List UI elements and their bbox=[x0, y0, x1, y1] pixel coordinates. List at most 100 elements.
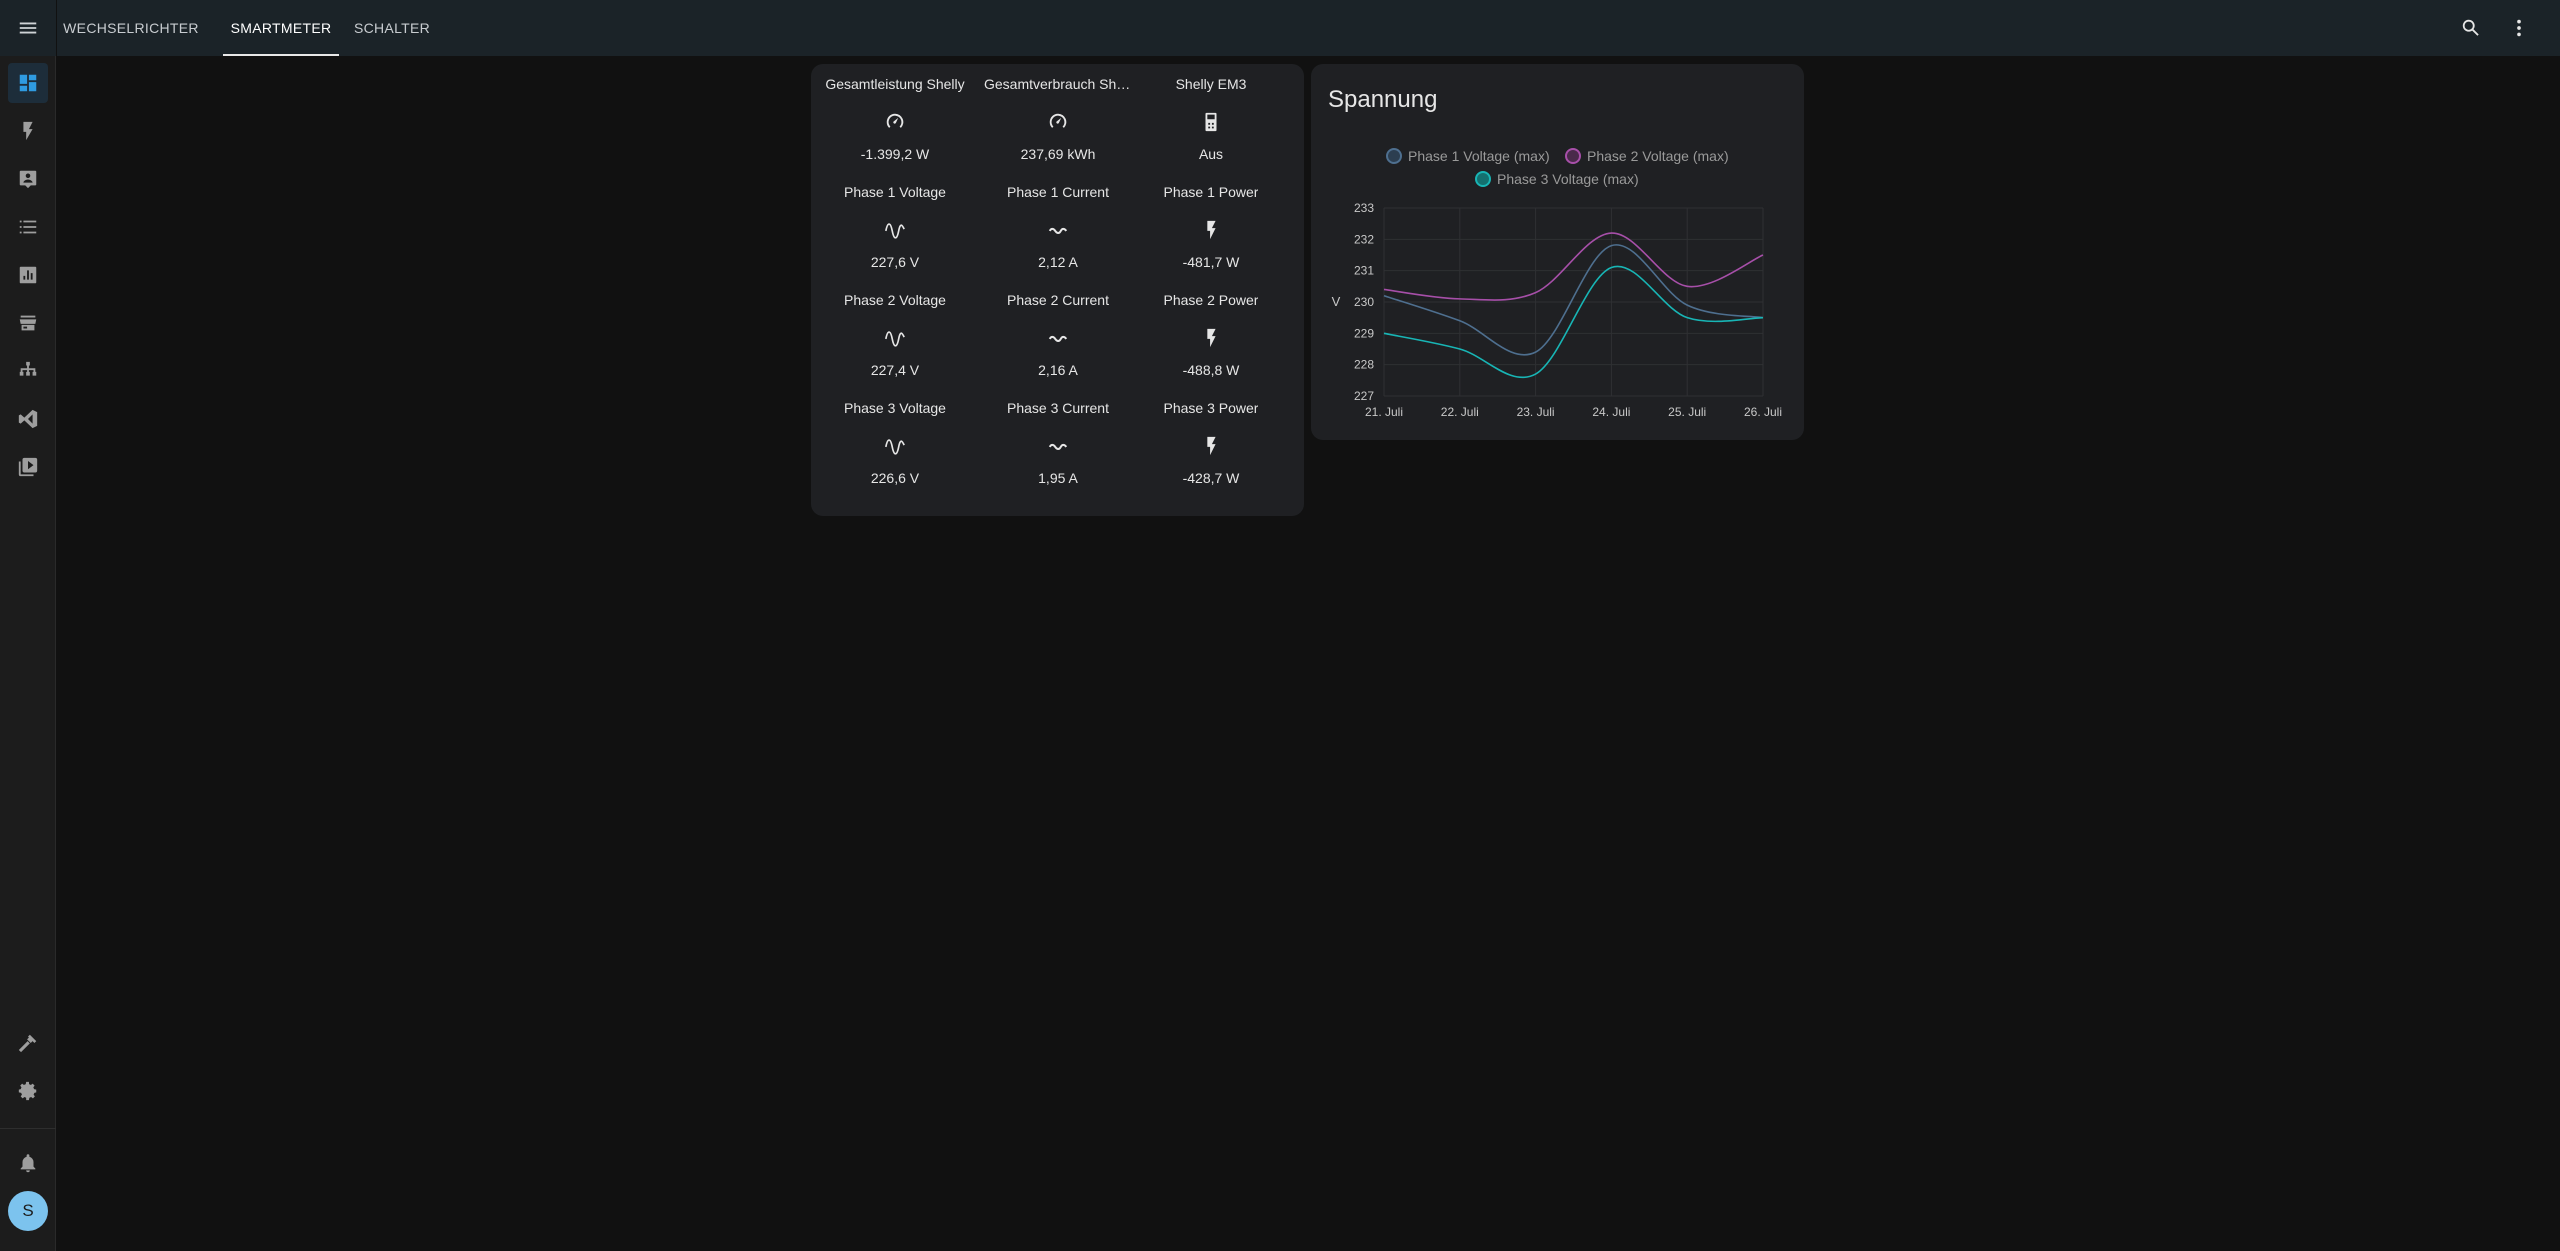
series-line-phase2 bbox=[1383, 232, 1764, 301]
entity-name: Phase 1 Current bbox=[1007, 184, 1109, 200]
y-tick-label: 229 bbox=[1354, 326, 1374, 340]
glance-entity[interactable]: Phase 1 Power -481,7 W bbox=[1134, 172, 1288, 280]
entity-name: Phase 2 Power bbox=[1163, 292, 1259, 308]
top-app-bar: WECHSELRICHTER SMARTMETER SCHALTER bbox=[57, 0, 2560, 56]
avatar[interactable]: S bbox=[8, 1191, 48, 1231]
gear-icon bbox=[18, 1081, 37, 1101]
legend-label: Phase 1 Voltage (max) bbox=[1408, 148, 1550, 164]
glance-entity[interactable]: Phase 3 Voltage 226,6 V bbox=[818, 388, 972, 496]
sidebar-item-media[interactable] bbox=[8, 303, 48, 343]
entity-name: Phase 3 Voltage bbox=[844, 400, 946, 416]
sidebar-item-energy[interactable] bbox=[8, 111, 48, 151]
entity-name: Gesamtverbrauch Shelly bbox=[984, 76, 1132, 92]
y-tick-label: 233 bbox=[1354, 201, 1374, 215]
flash-icon bbox=[23, 121, 33, 141]
list-icon bbox=[19, 220, 37, 234]
entity-name: Phase 3 Power bbox=[1163, 400, 1259, 416]
search-button[interactable] bbox=[2457, 14, 2485, 42]
sidebar-item-logbook[interactable] bbox=[8, 207, 48, 247]
vscode-icon bbox=[18, 409, 38, 429]
glance-entity[interactable]: Phase 2 Current 2,16 A bbox=[981, 280, 1135, 388]
glance-entity[interactable]: Phase 2 Voltage 227,4 V bbox=[818, 280, 972, 388]
glance-entity[interactable]: Phase 2 Power -488,8 W bbox=[1134, 280, 1288, 388]
entity-state: -1.399,2 W bbox=[860, 146, 930, 162]
entity-name: Shelly EM3 bbox=[1175, 76, 1247, 92]
entity-state: -481,7 W bbox=[1182, 254, 1240, 270]
legend-item-phase2[interactable]: Phase 2 Voltage (max) bbox=[1565, 148, 1729, 164]
gauge-icon bbox=[884, 110, 906, 134]
account-box-icon bbox=[19, 170, 37, 189]
sidebar-item-overview[interactable] bbox=[8, 63, 48, 103]
x-tick-label: 22. Juli bbox=[1441, 405, 1479, 419]
entity-state: 227,6 V bbox=[870, 254, 920, 270]
chart-title: Spannung bbox=[1328, 86, 1438, 113]
y-tick-label: 232 bbox=[1354, 232, 1374, 246]
tab-schalter[interactable]: SCHALTER bbox=[353, 20, 431, 36]
sidebar-item-map[interactable] bbox=[8, 159, 48, 199]
x-tick-label: 23. Juli bbox=[1517, 405, 1555, 419]
bell-icon bbox=[20, 1154, 36, 1173]
sidebar-item-developer-tools[interactable] bbox=[8, 1023, 48, 1063]
flash-icon bbox=[1200, 218, 1222, 242]
tab-smartmeter[interactable]: SMARTMETER bbox=[223, 0, 339, 56]
sidebar-item-settings[interactable] bbox=[8, 1071, 48, 1111]
legend-label: Phase 3 Voltage (max) bbox=[1497, 171, 1639, 187]
tab-wechselrichter[interactable]: WECHSELRICHTER bbox=[63, 20, 199, 36]
entity-name: Gesamtleistung Shelly bbox=[825, 76, 965, 92]
glance-card: Gesamtleistung Shelly -1.399,2 W Gesamtver… bbox=[811, 64, 1304, 516]
flash-icon bbox=[1200, 326, 1222, 350]
sine-wave-icon bbox=[884, 434, 906, 458]
x-tick-label: 26. Juli bbox=[1744, 405, 1782, 419]
y-tick-label: 230 bbox=[1354, 295, 1374, 309]
glance-entity[interactable]: Phase 3 Power -428,7 W bbox=[1134, 388, 1288, 496]
glance-entity[interactable]: Shelly EM3 Aus bbox=[1134, 64, 1288, 172]
series-line-phase1 bbox=[1383, 244, 1764, 356]
entity-state: 2,12 A bbox=[1038, 254, 1078, 270]
glance-entity[interactable]: Phase 3 Current 1,95 A bbox=[981, 388, 1135, 496]
x-tick-label: 24. Juli bbox=[1592, 405, 1630, 419]
chart-box-icon bbox=[19, 266, 37, 284]
entity-state: 226,6 V bbox=[870, 470, 920, 486]
menu-button[interactable] bbox=[0, 0, 56, 56]
sidebar-item-media-browser[interactable] bbox=[8, 447, 48, 487]
sidebar-item-network[interactable] bbox=[8, 351, 48, 391]
entity-name: Phase 1 Voltage bbox=[844, 184, 946, 200]
sidebar-item-code[interactable] bbox=[8, 399, 48, 439]
x-tick-label: 25. Juli bbox=[1668, 405, 1706, 419]
legend-item-phase3[interactable]: Phase 3 Voltage (max) bbox=[1475, 171, 1639, 187]
voltage-line-chart: 233 232 231 230 229 228 227 21. Juli 22. Juli 23.… bbox=[1332, 201, 1782, 419]
glance-entity[interactable]: Phase 1 Voltage 227,6 V bbox=[818, 172, 972, 280]
glance-entity[interactable]: Gesamtverbrauch Shelly 237,69 kWh bbox=[981, 64, 1135, 172]
x-tick-label: 21. Juli bbox=[1365, 405, 1403, 419]
entity-name: Phase 3 Current bbox=[1007, 400, 1109, 416]
entity-name: Phase 1 Power bbox=[1163, 184, 1259, 200]
hammer-icon bbox=[18, 1034, 37, 1053]
y-tick-label: 227 bbox=[1354, 389, 1374, 403]
legend-item-phase1[interactable]: Phase 1 Voltage (max) bbox=[1386, 148, 1550, 164]
entity-state: -488,8 W bbox=[1182, 362, 1240, 378]
sine-wave-icon bbox=[884, 218, 906, 242]
legend-swatch bbox=[1386, 148, 1402, 164]
y-tick-label: 228 bbox=[1354, 358, 1374, 372]
legend-label: Phase 2 Voltage (max) bbox=[1587, 148, 1729, 164]
sidebar-item-history[interactable] bbox=[8, 255, 48, 295]
y-axis-label: V bbox=[1332, 294, 1341, 309]
legend-swatch bbox=[1475, 171, 1491, 187]
entity-name: Phase 2 Current bbox=[1007, 292, 1109, 308]
dashboard-icon bbox=[19, 74, 37, 92]
glance-entity[interactable]: Gesamtleistung Shelly -1.399,2 W bbox=[818, 64, 972, 172]
sitemap-icon bbox=[19, 361, 37, 376]
search-icon bbox=[2462, 19, 2479, 36]
entity-name: Phase 2 Voltage bbox=[844, 292, 946, 308]
sidebar-item-notifications[interactable] bbox=[8, 1143, 48, 1183]
gauge-icon bbox=[1047, 110, 1069, 134]
more-options-button[interactable] bbox=[2505, 14, 2533, 42]
glance-entity[interactable]: Phase 1 Current 2,12 A bbox=[981, 172, 1135, 280]
entity-state: 1,95 A bbox=[1038, 470, 1078, 486]
voltage-chart-card: Spannung Phase 1 Voltage (max) Phase 2 V… bbox=[1311, 64, 1804, 440]
current-ac-icon bbox=[1047, 434, 1069, 458]
flash-icon bbox=[1200, 434, 1222, 458]
series-line-phase3 bbox=[1383, 265, 1764, 379]
menu-icon bbox=[19, 22, 37, 34]
entity-state: Aus bbox=[1198, 146, 1224, 162]
